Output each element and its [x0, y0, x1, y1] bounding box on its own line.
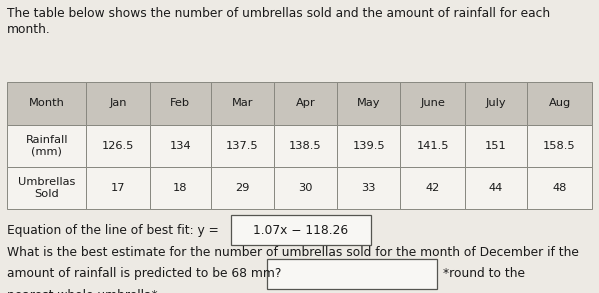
Text: 151: 151: [485, 141, 507, 151]
Text: Aug: Aug: [549, 98, 571, 108]
Text: June: June: [420, 98, 445, 108]
Bar: [337, 82, 400, 125]
Text: 30: 30: [298, 183, 313, 193]
Text: amount of rainfall is predicted to be 68 mm?: amount of rainfall is predicted to be 68…: [7, 268, 282, 280]
Bar: [7, 125, 86, 167]
Bar: [465, 125, 527, 167]
Text: 33: 33: [361, 183, 376, 193]
Text: Feb: Feb: [170, 98, 190, 108]
Text: 44: 44: [489, 183, 503, 193]
Bar: [86, 167, 150, 209]
Bar: [465, 82, 527, 125]
Text: 17: 17: [111, 183, 125, 193]
Text: 126.5: 126.5: [102, 141, 134, 151]
Bar: [267, 259, 437, 289]
Text: Equation of the line of best fit: y =: Equation of the line of best fit: y =: [7, 224, 223, 236]
Text: 141.5: 141.5: [416, 141, 449, 151]
Text: 158.5: 158.5: [543, 141, 576, 151]
Bar: [150, 82, 211, 125]
Bar: [337, 167, 400, 209]
Bar: [527, 167, 592, 209]
Text: 138.5: 138.5: [289, 141, 322, 151]
Bar: [211, 125, 274, 167]
Text: 42: 42: [425, 183, 440, 193]
Bar: [400, 125, 465, 167]
Text: Rainfall
(mm): Rainfall (mm): [26, 135, 68, 156]
Text: Umbrellas
Sold: Umbrellas Sold: [18, 178, 75, 199]
Bar: [400, 82, 465, 125]
Bar: [7, 167, 86, 209]
Text: Apr: Apr: [296, 98, 316, 108]
Text: Mar: Mar: [232, 98, 253, 108]
Text: May: May: [357, 98, 380, 108]
Bar: [337, 125, 400, 167]
Bar: [86, 82, 150, 125]
Bar: [211, 82, 274, 125]
Text: 18: 18: [173, 183, 187, 193]
Bar: [86, 125, 150, 167]
Text: 137.5: 137.5: [226, 141, 259, 151]
Bar: [400, 167, 465, 209]
Text: Month: Month: [29, 98, 65, 108]
Bar: [150, 125, 211, 167]
Text: The table below shows the number of umbrellas sold and the amount of rainfall fo: The table below shows the number of umbr…: [7, 7, 550, 36]
Text: 134: 134: [170, 141, 191, 151]
Bar: [211, 167, 274, 209]
Bar: [527, 125, 592, 167]
Bar: [527, 82, 592, 125]
Text: What is the best estimate for the number of umbrellas sold for the month of Dece: What is the best estimate for the number…: [7, 246, 579, 259]
Bar: [274, 167, 337, 209]
Text: Jan: Jan: [109, 98, 127, 108]
Bar: [150, 167, 211, 209]
Bar: [231, 215, 371, 245]
Bar: [7, 82, 86, 125]
Bar: [274, 125, 337, 167]
Text: 1.07x − 118.26: 1.07x − 118.26: [253, 224, 349, 236]
Text: 29: 29: [235, 183, 250, 193]
Text: nearest whole umbrella*: nearest whole umbrella*: [7, 289, 158, 293]
Bar: [465, 167, 527, 209]
Text: *round to the: *round to the: [443, 268, 525, 280]
Text: 139.5: 139.5: [352, 141, 385, 151]
Text: 48: 48: [552, 183, 567, 193]
Text: July: July: [486, 98, 506, 108]
Bar: [274, 82, 337, 125]
